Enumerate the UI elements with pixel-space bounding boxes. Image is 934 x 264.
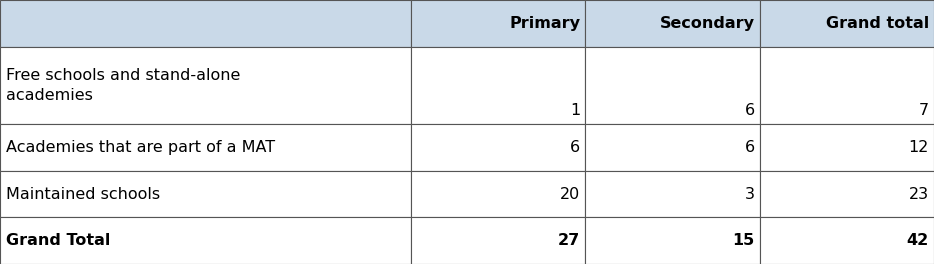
Text: 42: 42 [907,233,929,248]
Bar [411,124,585,171]
Bar [585,46,759,124]
Text: 6: 6 [570,140,580,155]
Text: 23: 23 [909,187,929,202]
Bar [585,0,759,46]
Bar [0,124,411,171]
Bar [0,218,411,264]
Text: Grand total: Grand total [826,16,929,31]
Text: Grand Total: Grand Total [6,233,110,248]
Text: Academies that are part of a MAT: Academies that are part of a MAT [6,140,276,155]
Bar [759,171,934,218]
Bar [0,171,411,218]
Bar [0,46,411,124]
Text: Secondary: Secondary [659,16,755,31]
Bar [585,124,759,171]
Bar [411,46,585,124]
Text: 7: 7 [919,103,929,118]
Text: 6: 6 [744,103,755,118]
Bar [759,0,934,46]
Text: Free schools and stand-alone
academies: Free schools and stand-alone academies [6,68,240,103]
Bar [411,218,585,264]
Text: 6: 6 [744,140,755,155]
Bar [585,218,759,264]
Text: Primary: Primary [509,16,580,31]
Bar [411,171,585,218]
Bar [0,0,411,46]
Text: Maintained schools: Maintained schools [6,187,160,202]
Text: 15: 15 [732,233,755,248]
Bar [759,124,934,171]
Text: 1: 1 [570,103,580,118]
Bar [411,0,585,46]
Text: 20: 20 [559,187,580,202]
Bar [759,46,934,124]
Text: 27: 27 [558,233,580,248]
Bar [585,171,759,218]
Bar [759,218,934,264]
Text: 3: 3 [744,187,755,202]
Text: 12: 12 [909,140,929,155]
